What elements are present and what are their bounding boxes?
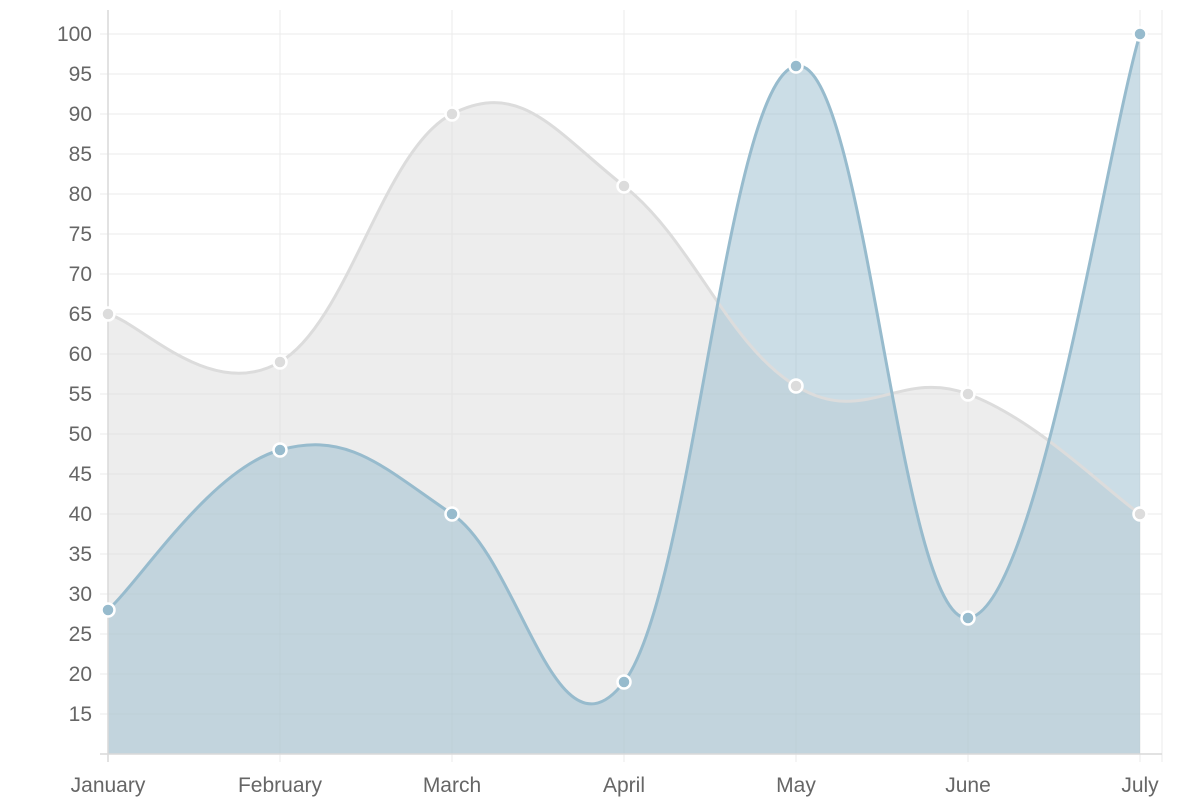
series-areas (108, 34, 1140, 754)
y-tick-label: 85 (69, 143, 92, 166)
x-tick-label: February (238, 774, 323, 797)
y-tick-label: 30 (69, 583, 92, 606)
y-tick-label: 60 (69, 343, 92, 366)
y-tick-label: 40 (69, 503, 92, 526)
x-tick-label: April (603, 774, 645, 797)
y-tick-label: 50 (69, 423, 92, 446)
x-tick-label: May (776, 774, 816, 797)
series-1-point[interactable] (100, 306, 116, 322)
y-tick-label: 80 (69, 183, 92, 206)
series-2-point[interactable] (788, 58, 804, 74)
data-points (100, 26, 1148, 690)
series-2-point[interactable] (272, 442, 288, 458)
series-1-point[interactable] (272, 354, 288, 370)
y-tick-label: 20 (69, 663, 92, 686)
y-tick-label: 95 (69, 63, 92, 86)
x-tick-label: January (71, 774, 146, 797)
series-1-point[interactable] (444, 106, 460, 122)
y-tick-label: 35 (69, 543, 92, 566)
y-tick-label: 70 (69, 263, 92, 286)
y-tick-label: 75 (69, 223, 92, 246)
series-1-point[interactable] (616, 178, 632, 194)
y-tick-label: 55 (69, 383, 92, 406)
series-2-point[interactable] (1132, 26, 1148, 42)
x-tick-label: March (423, 774, 481, 797)
axes (100, 10, 1162, 762)
y-tick-label: 90 (69, 103, 92, 126)
series-2-area (108, 34, 1140, 754)
y-tick-label: 15 (69, 703, 92, 726)
series-1-point[interactable] (1132, 506, 1148, 522)
series-2-line (106, 33, 1142, 706)
y-tick-label: 25 (69, 623, 92, 646)
series-2-point[interactable] (444, 506, 460, 522)
series-2-point[interactable] (100, 602, 116, 618)
x-axis-tick-labels: January February March April May June July (71, 774, 1160, 797)
y-tick-label: 45 (69, 463, 92, 486)
x-tick-label: July (1121, 774, 1159, 797)
series-2-point[interactable] (616, 674, 632, 690)
y-tick-label: 65 (69, 303, 92, 326)
y-tick-label: 100 (57, 23, 92, 46)
y-axis-tick-labels: 15 20 25 30 35 40 45 50 55 60 65 70 75 80 85 90 95 100 (57, 23, 92, 726)
series-2-point[interactable] (960, 610, 976, 626)
x-tick-label: June (945, 774, 991, 797)
series-1-point[interactable] (960, 386, 976, 402)
series-1-point[interactable] (788, 378, 804, 394)
